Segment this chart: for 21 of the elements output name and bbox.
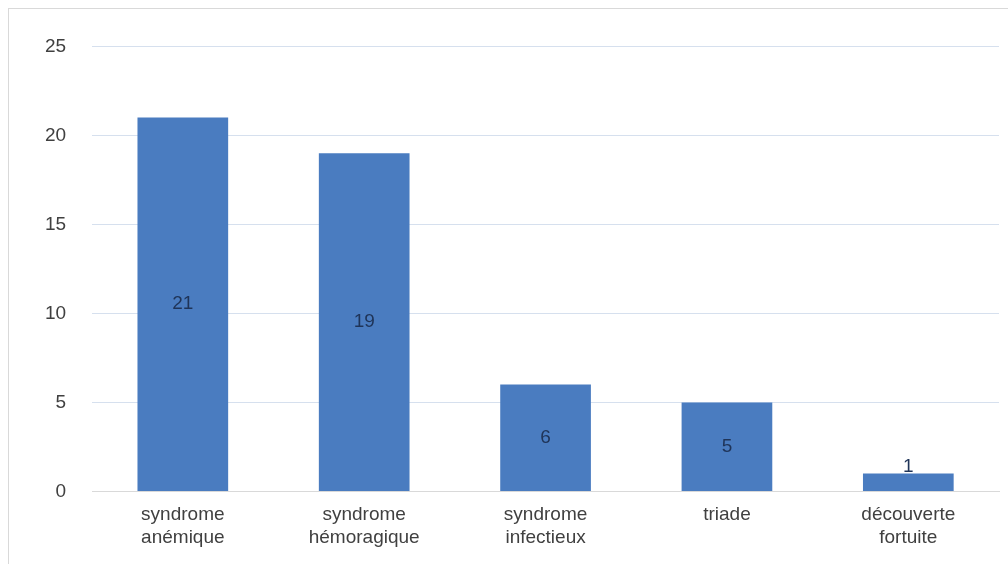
bar: [137, 117, 229, 491]
bar: [318, 153, 410, 491]
data-label: 21: [172, 292, 194, 314]
y-tick-label: 10: [44, 301, 67, 323]
data-label: 19: [353, 310, 375, 332]
y-tick-label: 0: [55, 479, 67, 501]
x-tick-label: syndrome hémoragique: [308, 503, 420, 547]
data-label: 1: [903, 455, 914, 477]
x-tick-label: syndrome infectieux: [503, 503, 588, 547]
y-tick-label: 15: [44, 212, 67, 234]
y-tick-label: 20: [44, 123, 67, 145]
x-tick-label: syndrome anémique: [141, 503, 225, 547]
y-tick-label: 25: [44, 34, 67, 56]
bar: [862, 473, 954, 491]
data-label: 5: [721, 434, 733, 456]
bar: [500, 384, 591, 491]
data-label: 6: [540, 425, 551, 447]
x-tick-label: triade: [703, 503, 751, 525]
x-tick-label: découverte fortuite: [861, 503, 956, 547]
y-tick-label: 5: [55, 390, 67, 412]
bar: [681, 402, 773, 491]
